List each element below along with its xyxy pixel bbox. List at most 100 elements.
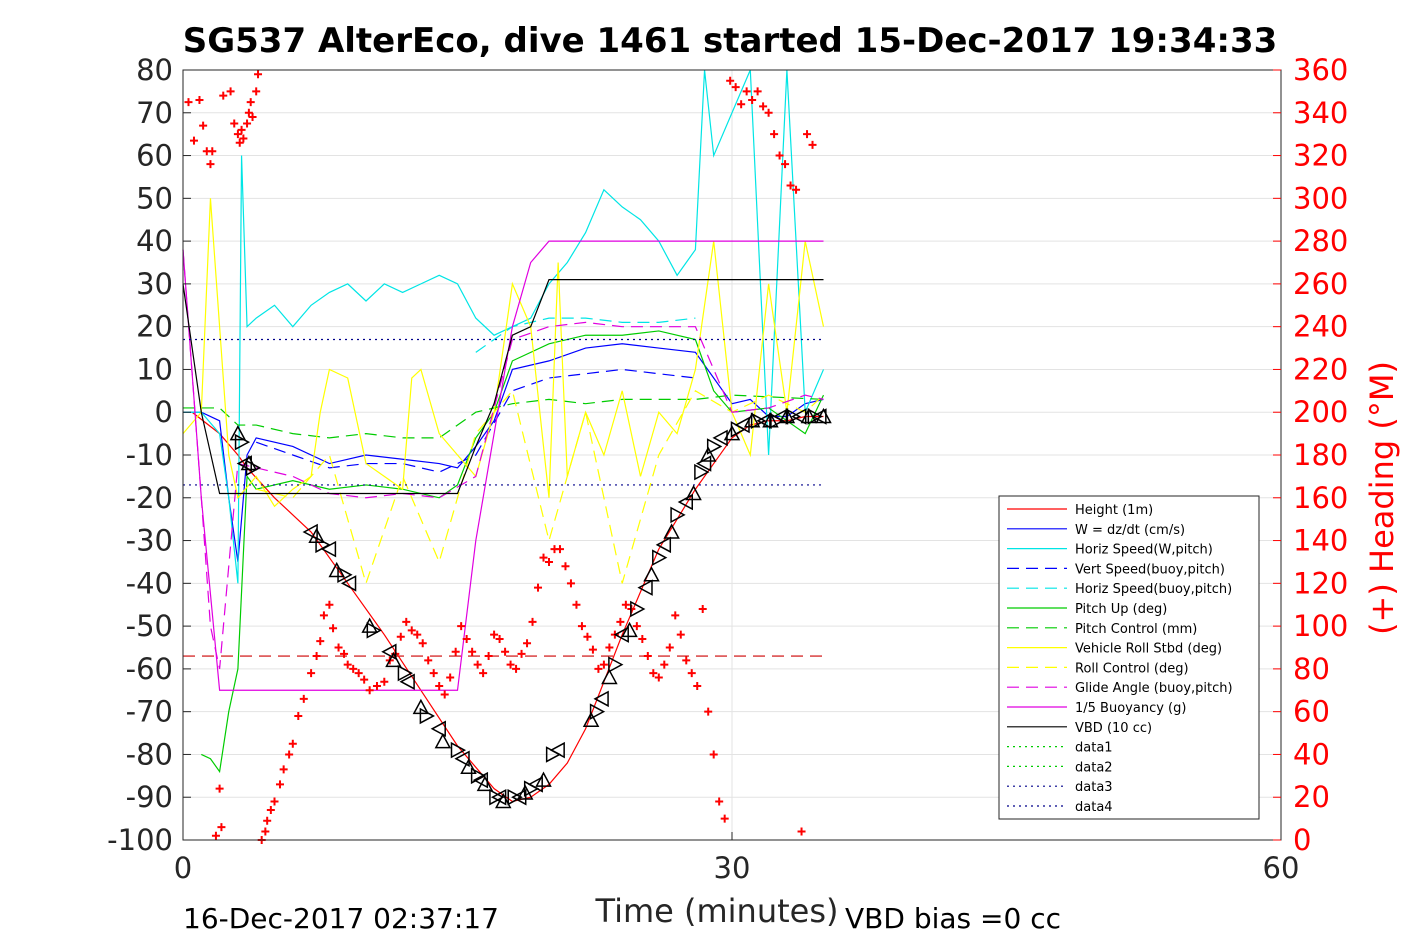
heading-point (605, 643, 614, 652)
glide-marker (460, 758, 477, 775)
legend-label: Vert Speed(buoy,pitch) (1075, 562, 1225, 577)
glide-marker (399, 673, 415, 690)
heading-point (263, 816, 272, 825)
heading-point (349, 664, 358, 673)
heading-point (693, 682, 702, 690)
glide-marker (694, 463, 710, 481)
glide-marker (535, 771, 552, 787)
glide-marker (229, 425, 247, 441)
legend-label: VBD (10 cc) (1075, 721, 1152, 736)
left-tick-label: 30 (136, 267, 173, 301)
legend: Height (1m) W = dz/dt (cm/s) Horiz Speed(W… (998, 495, 1260, 820)
right-tick-label: 140 (1293, 524, 1348, 558)
heading-point (195, 95, 204, 104)
heading-point (599, 660, 608, 669)
left-tick-label: -30 (126, 524, 173, 558)
heading-point (555, 545, 564, 554)
legend-label: Height (1m) (1075, 503, 1153, 518)
heading-point (226, 87, 235, 96)
left-tick-label: 0 (155, 395, 173, 429)
heading-point (429, 669, 438, 678)
heading-point (329, 624, 338, 633)
right-tick-label: 80 (1293, 652, 1330, 686)
series-line (183, 69, 825, 584)
heading-point (594, 664, 603, 673)
heading-point (275, 780, 284, 789)
heading-point (770, 130, 779, 139)
legend-label: data1 (1075, 741, 1113, 756)
heading-point (759, 102, 768, 111)
left-tick-label: -70 (126, 695, 173, 729)
series-line (182, 249, 824, 670)
heading-point (775, 151, 784, 160)
heading-point (654, 673, 663, 682)
heading-point (270, 797, 279, 806)
heading-point (360, 675, 369, 684)
heading-point (237, 125, 246, 134)
heading-point (299, 694, 308, 703)
legend-label: Pitch Up (deg) (1075, 602, 1167, 617)
left-axis-ticks: 80 70 60 50 40 30 20 10 0 -10 -20 -30 -40 -50 -60 -70 -8… (107, 53, 191, 857)
heading-point (189, 136, 198, 145)
right-tick-label: 60 (1293, 695, 1330, 729)
left-tick-label: -90 (126, 780, 173, 814)
heading-point (235, 138, 244, 147)
heading-point (512, 664, 521, 673)
heading-point (402, 617, 411, 626)
heading-point (340, 649, 349, 658)
glide-marker (397, 664, 414, 682)
glide-marker (234, 433, 251, 451)
heading-point (753, 87, 762, 96)
heading-point (407, 626, 416, 635)
heading-point (215, 784, 224, 793)
series-line (256, 368, 696, 473)
legend-label: Horiz Speed(W,pitch) (1075, 543, 1213, 558)
heading-point (797, 827, 806, 836)
heading-point (561, 562, 570, 571)
glide-marker (608, 656, 624, 673)
heading-point (365, 686, 374, 695)
x-axis-label: Time (minutes) (595, 892, 839, 930)
heading-point (279, 765, 288, 774)
left-tick-label: 80 (136, 53, 173, 87)
heading-point (233, 130, 242, 139)
heading-point (682, 656, 691, 665)
glide-marker (454, 750, 470, 767)
heading-point (211, 831, 220, 840)
heading-point (266, 806, 275, 815)
heading-point (539, 553, 548, 562)
glide-marker (685, 484, 702, 501)
heading-point (219, 91, 228, 100)
heading-point (649, 669, 658, 678)
glide-marker (637, 579, 653, 596)
heading-point (288, 739, 297, 748)
heading-point (715, 797, 724, 806)
right-axis-ticks: 3603403203002802602402202001801601401201… (1273, 53, 1348, 857)
left-tick-label: 60 (136, 139, 173, 173)
glide-marker (340, 575, 357, 592)
series-line (183, 394, 824, 439)
heading-point (261, 827, 270, 836)
glide-marker (750, 412, 767, 430)
heading-point (523, 639, 532, 648)
heading-point (517, 649, 526, 658)
glide-marker (507, 788, 523, 806)
heading-point (803, 130, 812, 139)
heading-point (424, 656, 433, 665)
series-line (256, 389, 824, 586)
heading-point (720, 814, 729, 823)
heading-point (792, 185, 801, 194)
right-tick-label: 240 (1293, 310, 1348, 344)
glide-marker (677, 493, 693, 511)
left-tick-label: 50 (136, 181, 173, 215)
chart-title: SG537 AlterEco, dive 1461 started 15-Dec… (183, 21, 1278, 61)
legend-label: W = dz/dt (cm/s) (1075, 523, 1185, 538)
heading-point (325, 600, 334, 609)
heading-point (737, 100, 746, 109)
heading-point (396, 632, 405, 641)
glide-marker (815, 407, 832, 424)
heading-point (588, 645, 597, 654)
glide-marker (476, 775, 494, 792)
glide-marker (366, 622, 382, 639)
